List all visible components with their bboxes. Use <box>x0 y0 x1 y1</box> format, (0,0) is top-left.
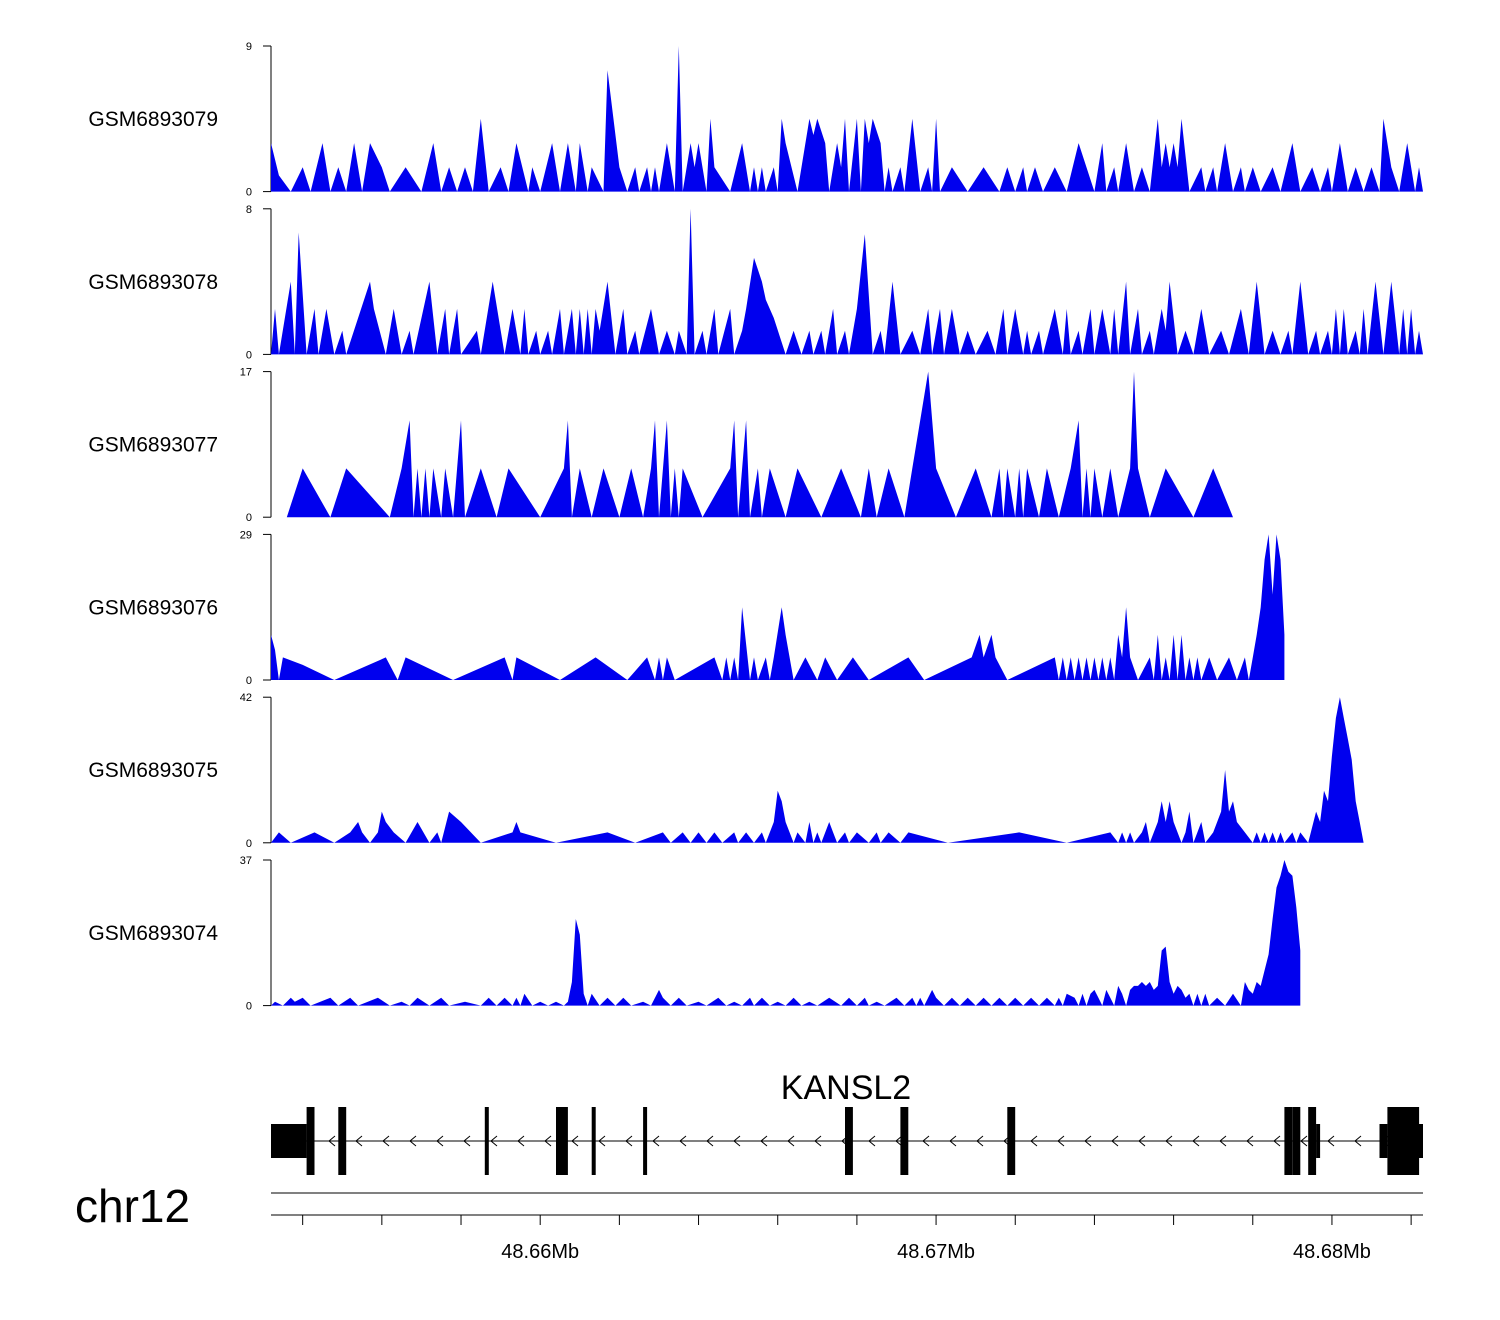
strand-arrow <box>1354 1135 1362 1147</box>
exon-cds <box>556 1107 568 1175</box>
strand-arrow <box>1030 1135 1038 1147</box>
axis-tick-label: 48.66Mb <box>501 1241 579 1263</box>
y-tick-label-max: 17 <box>240 367 252 379</box>
strand-arrow <box>976 1135 984 1147</box>
exon-cds <box>1284 1107 1293 1175</box>
strand-arrow <box>544 1135 552 1147</box>
exon-utr <box>1419 1124 1423 1158</box>
strand-arrow <box>1273 1135 1281 1147</box>
coverage-area <box>271 860 1301 1006</box>
strand-arrow <box>1057 1135 1065 1147</box>
y-tick-label-max: 8 <box>246 204 252 216</box>
strand-arrow <box>814 1135 822 1147</box>
chromosome-label: chr12 <box>75 1180 190 1232</box>
exon-cds <box>306 1107 315 1175</box>
axis-tick-label: 48.67Mb <box>897 1241 975 1263</box>
coverage-tracks: GSM689307990GSM689307880GSM6893077170GSM… <box>88 41 1423 1013</box>
y-tick-label-max: 42 <box>240 692 252 704</box>
coverage-track: GSM6893074 37 0 <box>88 855 1301 1013</box>
strand-arrow <box>706 1135 714 1147</box>
strand-arrow <box>1300 1135 1308 1147</box>
exon-cds <box>1007 1107 1016 1175</box>
coverage-track: GSM6893079 9 0 <box>88 41 1423 199</box>
exon-cds <box>1292 1107 1301 1175</box>
y-tick-label-max: 29 <box>240 529 252 541</box>
coverage-area <box>271 208 1423 355</box>
strand-arrow <box>328 1135 336 1147</box>
strand-arrow <box>949 1135 957 1147</box>
strand-arrow <box>1219 1135 1227 1147</box>
coverage-area <box>271 697 1364 843</box>
exon-cds <box>338 1107 347 1175</box>
strand-arrow <box>571 1135 579 1147</box>
strand-arrow <box>382 1135 390 1147</box>
exon-cds <box>643 1107 648 1175</box>
coverage-area <box>271 46 1423 192</box>
gene-name-label: KANSL2 <box>781 1069 911 1107</box>
coverage-track: GSM6893075 42 0 <box>88 692 1364 850</box>
strand-arrow <box>787 1135 795 1147</box>
coverage-track: GSM6893077 17 0 <box>88 367 1233 524</box>
y-tick-label-min: 0 <box>246 187 252 199</box>
y-tick-label-min: 0 <box>246 675 252 687</box>
y-tick-label-max: 37 <box>240 855 252 867</box>
y-tick-label-min: 0 <box>246 349 252 361</box>
strand-arrow <box>1327 1135 1335 1147</box>
genome-axis: chr12 48.66Mb 48.67Mb 48.68Mb <box>75 1180 1423 1263</box>
strand-arrow <box>517 1135 525 1147</box>
axis-tick-label: 48.68Mb <box>1293 1241 1371 1263</box>
track-label: GSM6893074 <box>88 922 218 945</box>
strand-arrow <box>598 1135 606 1147</box>
strand-arrow <box>652 1135 660 1147</box>
y-tick-label-min: 0 <box>246 1001 252 1013</box>
exon-utr <box>1379 1124 1388 1158</box>
track-label: GSM6893079 <box>88 108 218 131</box>
track-label: GSM6893075 <box>88 759 218 782</box>
coverage-area <box>286 371 1233 518</box>
exon-utr <box>1316 1124 1321 1158</box>
exon-cds <box>1308 1107 1317 1175</box>
y-tick-label-min: 0 <box>246 512 252 524</box>
strand-arrow <box>1246 1135 1254 1147</box>
strand-arrow <box>355 1135 363 1147</box>
exon-cds <box>1387 1107 1420 1175</box>
track-label: GSM6893077 <box>88 434 218 457</box>
strand-arrow <box>922 1135 930 1147</box>
track-label: GSM6893078 <box>88 271 218 294</box>
y-tick-label-max: 9 <box>246 41 252 53</box>
strand-arrow <box>1111 1135 1119 1147</box>
y-tick-label-min: 0 <box>246 838 252 850</box>
strand-arrow <box>490 1135 498 1147</box>
coverage-track: GSM6893078 8 0 <box>88 204 1423 361</box>
strand-arrow <box>409 1135 417 1147</box>
strand-arrow <box>1165 1135 1173 1147</box>
strand-arrow <box>463 1135 471 1147</box>
strand-arrow <box>895 1135 903 1147</box>
coverage-track: GSM6893076 29 0 <box>88 529 1285 687</box>
strand-arrow <box>1138 1135 1146 1147</box>
strand-arrow <box>679 1135 687 1147</box>
strand-arrow <box>760 1135 768 1147</box>
track-label: GSM6893076 <box>88 596 218 619</box>
strand-arrow <box>868 1135 876 1147</box>
exon-cds <box>845 1107 853 1175</box>
strand-arrow <box>1084 1135 1092 1147</box>
exon-cds <box>484 1107 489 1175</box>
gene-model-track: KANSL2 <box>271 1069 1423 1175</box>
exon-cds <box>591 1107 596 1175</box>
coverage-area <box>271 534 1285 680</box>
exon-utr <box>271 1124 307 1158</box>
strand-arrow <box>436 1135 444 1147</box>
strand-arrow <box>625 1135 633 1147</box>
strand-arrow <box>733 1135 741 1147</box>
exon-cds <box>900 1107 909 1175</box>
strand-arrow <box>1192 1135 1200 1147</box>
